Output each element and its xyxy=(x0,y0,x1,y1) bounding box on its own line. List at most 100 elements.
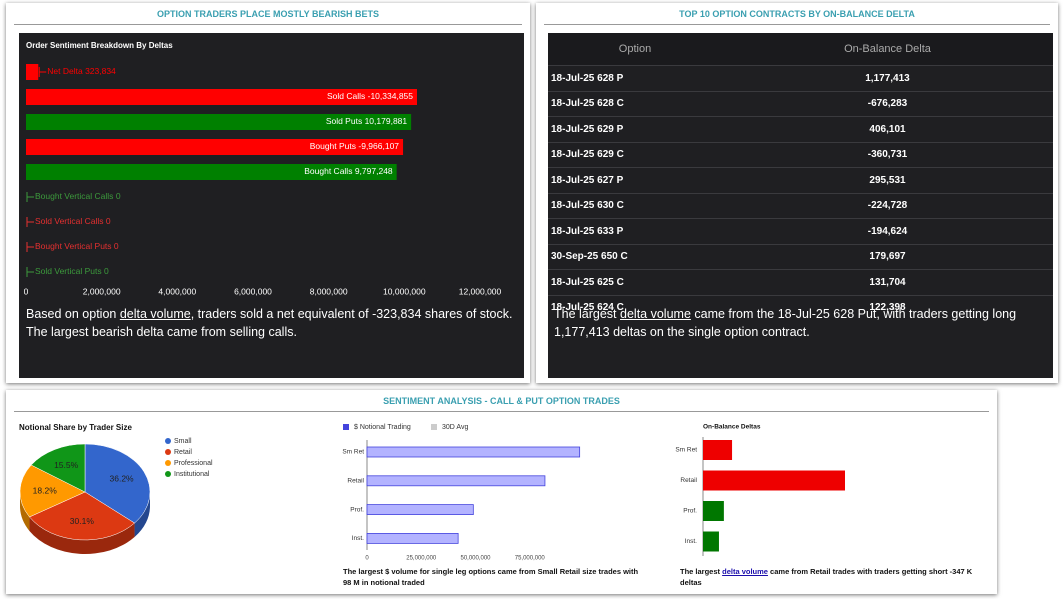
value-label: 0 xyxy=(106,216,111,226)
legend-label: $ Notional Trading xyxy=(354,424,411,431)
option-cell: 30-Sep-25 650 C xyxy=(548,243,722,270)
bar xyxy=(703,470,845,491)
option-cell: 18-Jul-25 633 P xyxy=(548,218,722,244)
table-row: 18-Jul-25 628 P 1,177,413 xyxy=(548,65,1053,91)
summary-text: The largest xyxy=(554,307,621,321)
bar-label: Sold Vertical Puts 0 xyxy=(35,266,109,276)
delta-cell: -360,731 xyxy=(722,141,1053,168)
chart-title: On-Balance Deltas xyxy=(703,424,761,431)
bar xyxy=(26,89,418,105)
table-row: 18-Jul-25 627 P 295,531 xyxy=(548,167,1053,193)
legend-label: Professional xyxy=(174,460,213,467)
y-tick-label: Sm Ret xyxy=(342,449,364,456)
bar-label: Bought Vertical Puts 0 xyxy=(35,241,119,251)
value-label: 323,834 xyxy=(85,66,116,76)
value-label: 10,179,881 xyxy=(365,116,408,126)
bar xyxy=(703,501,724,521)
bar xyxy=(366,475,546,487)
option-cell: 18-Jul-25 629 P xyxy=(548,116,722,142)
x-tick-label: 0 xyxy=(24,286,29,296)
chart-title: Order Sentiment Breakdown By Deltas xyxy=(26,41,173,50)
panel-header: TOP 10 OPTION CONTRACTS BY ON-BALANCE DE… xyxy=(544,9,1050,25)
value-label: 0 xyxy=(114,241,119,251)
category-label: Sold Vertical Calls xyxy=(35,216,104,226)
panel-header: OPTION TRADERS PLACE MOSTLY BEARISH BETS xyxy=(14,9,522,25)
y-tick-label: Prof. xyxy=(350,506,364,513)
table-row: 18-Jul-25 624 C 122,398 xyxy=(548,294,1053,320)
table-row: 18-Jul-25 630 C -224,728 xyxy=(548,192,1053,219)
header-row: Option On-Balance Delta xyxy=(548,33,1053,66)
table-row: 30-Sep-25 650 C 179,697 xyxy=(548,243,1053,270)
bar xyxy=(366,533,459,544)
category-label: Bought Puts xyxy=(310,141,356,151)
legend-label: Retail xyxy=(174,449,192,456)
category-label: Bought Vertical Puts xyxy=(35,241,112,251)
slice-label: 15.5% xyxy=(54,460,79,470)
bar-label: Sold Puts 10,179,881 xyxy=(326,116,408,126)
value-label: 0 xyxy=(116,191,121,201)
x-tick-label: 2,000,000 xyxy=(83,286,121,296)
delta-cell: -676,283 xyxy=(722,90,1053,117)
bar-label: Bought Calls 9,797,248 xyxy=(304,166,393,176)
y-tick-label: Inst. xyxy=(685,538,697,545)
bar xyxy=(703,440,733,460)
summary: The largest $ volume for single leg opti… xyxy=(343,567,639,587)
delta-cell: 406,101 xyxy=(722,116,1053,142)
table-row: 18-Jul-25 625 C 131,704 xyxy=(548,269,1053,295)
summary: Based on option delta volume, traders so… xyxy=(26,305,518,341)
bar xyxy=(703,531,719,552)
pie-slice xyxy=(19,464,86,518)
option-cell: 18-Jul-25 625 C xyxy=(548,269,722,295)
x-tick-label: 0 xyxy=(365,556,369,562)
category-label: Bought Calls xyxy=(304,166,352,176)
link[interactable]: delta volume xyxy=(620,307,691,321)
option-cell: 18-Jul-25 624 C xyxy=(548,294,722,320)
legend-marker xyxy=(343,424,349,430)
legend-label: Small xyxy=(174,438,192,445)
delta-cell: -194,624 xyxy=(722,218,1053,244)
category-label: Bought Vertical Calls xyxy=(35,191,113,201)
legend-marker xyxy=(165,471,171,477)
x-tick-label: 25,000,000 xyxy=(406,556,437,562)
category-label: Sold Puts xyxy=(326,116,362,126)
delta-cell: 295,531 xyxy=(722,167,1053,193)
summary-text: came from Retail trades with traders get… xyxy=(680,567,973,587)
y-tick-label: Prof. xyxy=(683,508,697,515)
delta-cell: 1,177,413 xyxy=(722,65,1053,91)
summary-text: , traders sold a net equivalent of -323,… xyxy=(26,307,513,339)
bar xyxy=(366,446,581,458)
y-tick-label: Inst. xyxy=(352,535,364,542)
panel: SENTIMENT ANALYSIS - CALL & PUT OPTION T… xyxy=(6,390,997,594)
category-label: Sold Vertical Puts xyxy=(35,266,102,276)
x-tick-label: 50,000,000 xyxy=(460,556,491,562)
link[interactable]: delta volume xyxy=(119,307,191,321)
pie-slice xyxy=(29,491,135,541)
panel-header: SENTIMENT ANALYSIS - CALL & PUT OPTION T… xyxy=(14,396,989,412)
option-cell: 18-Jul-25 629 C xyxy=(548,141,722,168)
bar-label: Net Delta 323,834 xyxy=(47,66,116,76)
column-header: Option xyxy=(548,33,722,66)
x-tick-label: 75,000,000 xyxy=(515,556,546,562)
category-label: Sold Calls xyxy=(327,91,365,101)
bar xyxy=(26,114,412,130)
legend-label: 30D Avg xyxy=(442,424,468,431)
x-tick-label: 10,000,000 xyxy=(383,286,426,296)
value-label: 0 xyxy=(104,266,109,276)
summary-text: The largest xyxy=(680,567,723,576)
slice-label: 30.1% xyxy=(70,516,95,526)
x-tick-label: 8,000,000 xyxy=(310,286,348,296)
slice-label: 36.2% xyxy=(110,474,135,484)
option-cell: 18-Jul-25 628 C xyxy=(548,90,722,117)
link[interactable]: delta volume xyxy=(722,567,768,576)
legend-marker xyxy=(165,449,171,455)
bar xyxy=(26,64,39,80)
bar-label: Sold Calls -10,334,855 xyxy=(327,91,413,101)
x-tick-label: 4,000,000 xyxy=(158,286,196,296)
option-cell: 18-Jul-25 630 C xyxy=(548,192,722,219)
y-tick-label: Sm Ret xyxy=(675,447,697,454)
bar xyxy=(26,164,397,180)
pie-slice-side xyxy=(29,516,135,554)
value-label: 9,797,248 xyxy=(355,166,393,176)
legend-label: Institutional xyxy=(174,471,210,478)
